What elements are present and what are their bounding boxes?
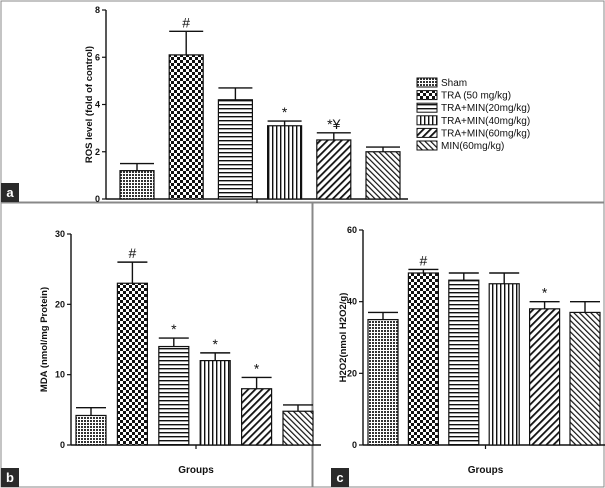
legend-label-2: TRA+MIN(20mg/kg) [441, 103, 530, 114]
chart-panel-b: 0 10 20 30 MDA (nmol/mg Protein) Groups # * * * [39, 229, 321, 476]
bar-a-2 [217, 99, 253, 200]
chart-panel-a: 0 2 4 6 8 ROS level (fold of control) # * *¥ [84, 5, 408, 204]
y-tick-label-c: 20 [347, 368, 357, 378]
y-tick-label-b: 30 [55, 229, 65, 239]
significance-label-c-4: * [542, 285, 548, 301]
y-tick-label-a: 6 [95, 52, 100, 62]
y-tick-label-a: 2 [95, 147, 100, 157]
panel-a-label-bg [1, 183, 19, 202]
bar-b-2 [158, 345, 190, 446]
legend-label-0: Sham [441, 78, 467, 89]
significance-label-b-3: * [212, 336, 218, 352]
bar-c-0 [367, 318, 399, 446]
panel-b-border [0, 202, 313, 488]
y-tick-label-b: 20 [55, 299, 65, 309]
bar-a-3 [267, 125, 303, 200]
panel-b-label-bg [1, 468, 19, 487]
bar-a-1 [168, 54, 204, 200]
significance-label-a-4: *¥ [327, 116, 340, 132]
legend-swatch-1 [416, 90, 438, 101]
legend-swatch-4 [416, 127, 438, 138]
legend-label-3: TRA+MIN(40mg/kg) [441, 116, 530, 127]
legend-swatch-2 [416, 102, 438, 113]
legend: Sham TRA (50 mg/kg)TRA+MIN(20mg/kg) TRA+MI… [416, 77, 530, 152]
legend-swatch-5 [416, 140, 438, 151]
panel-a-border [0, 0, 605, 203]
legend-label-5: MIN(60mg/kg) [441, 141, 504, 152]
panel-c-label-bg [331, 468, 349, 487]
bar-c-4 [528, 308, 561, 446]
significance-label-a-1: # [182, 14, 190, 30]
legend-label-4: TRA+MIN(60mg/kg) [441, 128, 530, 139]
y-tick-label-c: 40 [347, 297, 357, 307]
chart-panel-c: 0 20 40 60 H2O2(nmol H2O2/g) Groups # * [338, 225, 605, 476]
bar-c-5 [569, 311, 601, 446]
y-tick-label-c: 0 [352, 440, 357, 450]
panel-c-border [312, 202, 605, 488]
y-tick-label-b: 10 [55, 370, 65, 380]
bar-a-4 [316, 139, 352, 200]
x-axis-label-c: Groups [468, 465, 504, 476]
bar-a-5 [365, 151, 401, 200]
bar-b-5 [282, 410, 314, 446]
y-axis-label-c: H2O2(nmol H2O2/g) [338, 293, 349, 383]
significance-label-b-2: * [171, 321, 177, 337]
y-axis-label-b: MDA (nmol/mg Protein) [39, 287, 50, 392]
y-tick-label-b: 0 [60, 440, 65, 450]
bar-b-4 [241, 388, 273, 446]
bar-b-0 [75, 414, 107, 446]
panel-a-label: a [6, 185, 14, 200]
y-tick-label-a: 4 [95, 100, 100, 110]
bar-a-0 [119, 170, 155, 200]
legend-swatch-3 [416, 115, 438, 126]
significance-label-b-1: # [129, 245, 137, 261]
y-axis-label-a: ROS level (fold of control) [84, 46, 95, 163]
bar-c-3 [488, 283, 520, 446]
y-tick-label-c: 60 [347, 225, 357, 235]
y-tick-label-a: 8 [95, 5, 100, 15]
panel-b-label: b [6, 470, 14, 485]
bar-b-1 [116, 282, 149, 446]
significance-label-c-1: # [420, 252, 428, 268]
y-tick-label-a: 0 [95, 194, 100, 204]
significance-label-a-3: * [282, 104, 288, 120]
x-axis-label-b: Groups [178, 465, 214, 476]
bar-b-3 [199, 360, 231, 446]
significance-label-b-4: * [254, 360, 260, 376]
bar-c-2 [448, 279, 480, 446]
legend-swatch-0 [416, 77, 438, 88]
panel-c-label: c [336, 470, 343, 485]
legend-label-1: TRA (50 mg/kg) [441, 91, 511, 102]
bar-c-1 [407, 272, 439, 446]
